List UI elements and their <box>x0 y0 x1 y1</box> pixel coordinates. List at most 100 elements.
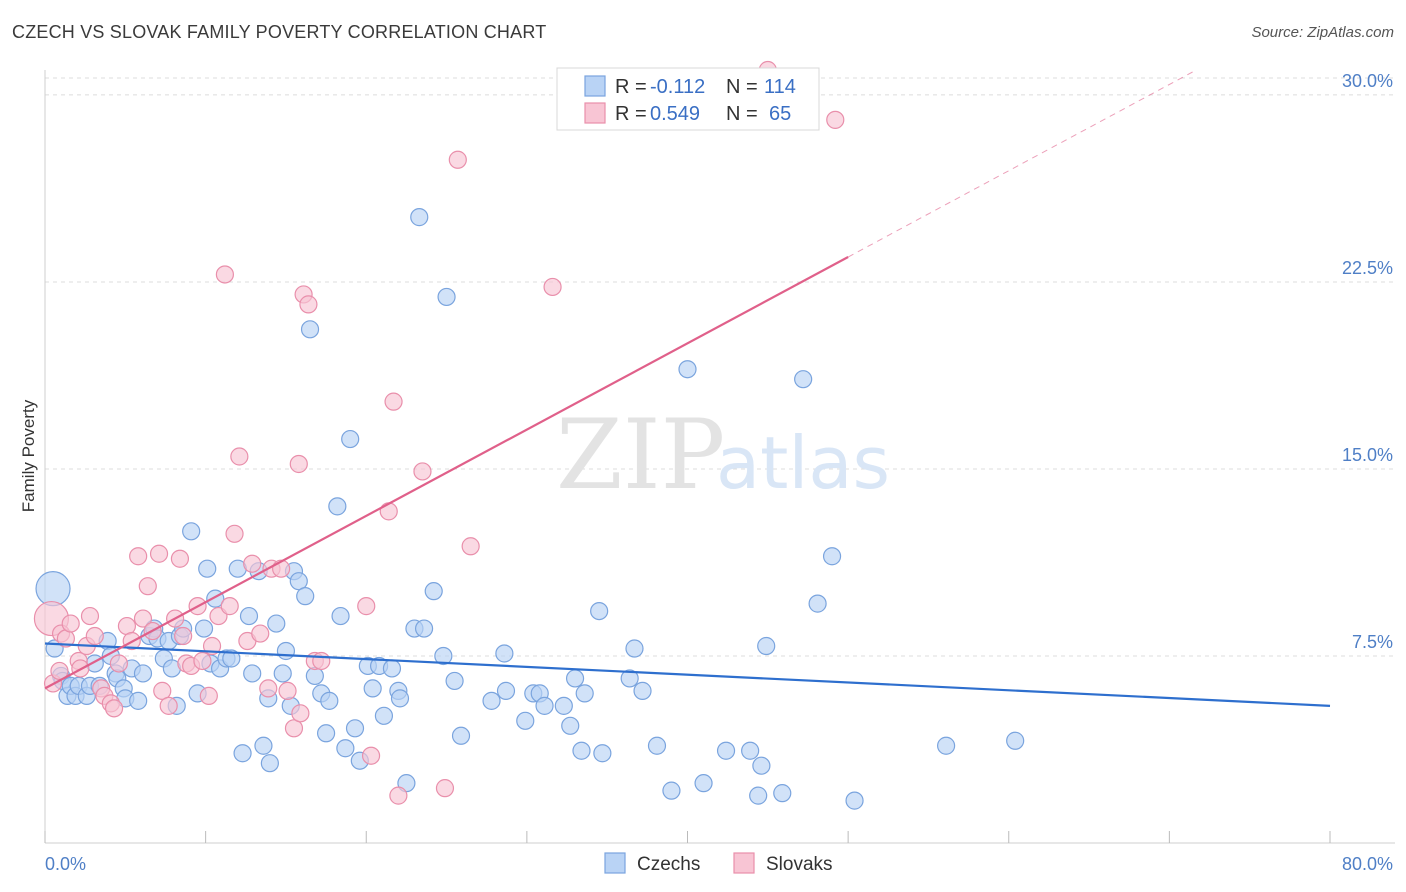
czech-point <box>254 736 273 755</box>
slovak-point <box>220 597 239 616</box>
slovak-point <box>138 577 157 596</box>
czech-point <box>35 571 71 607</box>
czech-point <box>794 370 813 389</box>
czech-point <box>554 696 573 715</box>
slovak-point <box>133 609 153 628</box>
czech-point <box>390 689 410 708</box>
czech-point <box>572 741 591 760</box>
slovak-trend-extension <box>847 69 1197 258</box>
slovak-point <box>826 110 845 129</box>
slovak-point <box>278 681 297 700</box>
source-label: Source: ZipAtlas.com <box>1251 24 1394 41</box>
slovak-point <box>174 626 193 646</box>
bottom-legend-slovak-label: Slovaks <box>766 854 833 875</box>
czech-point <box>808 594 827 613</box>
czech-point <box>937 736 956 755</box>
legend-top: R = -0.112 N = 114 R = 0.549 N = 65 <box>556 67 820 131</box>
slovak-point <box>202 636 222 656</box>
legend-bottom: Czechs Slovaks <box>604 852 833 875</box>
slovak-point <box>199 686 218 705</box>
czech-point <box>822 547 842 566</box>
czech-point <box>267 614 286 633</box>
slovak-point <box>291 704 310 723</box>
czech-point <box>845 791 864 810</box>
slovak-point <box>159 696 178 715</box>
bottom-legend-slovak-swatch <box>733 852 755 874</box>
y-tick-label: 7.5% <box>1352 632 1393 652</box>
bottom-legend-czech-label: Czechs <box>637 854 700 875</box>
legend-slovak-r-value: 0.549 <box>650 103 700 125</box>
watermark-atlas: atlas <box>716 421 890 505</box>
czech-point <box>300 320 320 339</box>
czech-point <box>194 619 214 638</box>
czech-point <box>273 664 292 683</box>
trend-lines <box>44 69 1331 707</box>
legend-czech-r-label: R = <box>615 76 647 98</box>
czech-point <box>741 741 760 760</box>
czech-point <box>410 208 429 227</box>
slovak-point <box>543 277 562 297</box>
slovak-point <box>251 624 270 643</box>
czech-point <box>625 639 644 658</box>
slovak-point <box>85 626 104 646</box>
czech-point <box>633 681 652 700</box>
slovak-point <box>153 681 172 700</box>
czech-point <box>437 287 456 307</box>
legend-czech-swatch <box>584 75 606 97</box>
czech-point <box>434 646 453 666</box>
slovak-point <box>243 554 262 573</box>
czech-point <box>320 691 339 710</box>
czech-point <box>363 679 382 698</box>
czech-point <box>1006 731 1025 750</box>
slovak-point <box>129 547 148 566</box>
czech-point <box>749 786 768 805</box>
czech-point <box>182 522 201 541</box>
czech-point <box>482 691 501 710</box>
czech-point <box>382 659 402 678</box>
slovak-point <box>384 392 403 411</box>
czech-point <box>260 754 279 773</box>
slovak-point <box>149 544 169 563</box>
czech-point <box>345 719 365 738</box>
czech-point <box>374 706 394 725</box>
czech-point <box>593 744 612 763</box>
slovak-point <box>461 537 480 556</box>
slovak-point <box>230 447 249 466</box>
czech-point <box>129 691 148 710</box>
czech-point <box>133 664 153 683</box>
slovak-point <box>284 719 304 738</box>
czech-trend-line <box>44 642 1331 707</box>
x-tick-label-max: 80.0% <box>1342 854 1393 874</box>
legend-czech-r-value: -0.112 <box>650 76 705 98</box>
czech-point <box>647 736 667 755</box>
czech-point <box>239 606 259 626</box>
slovak-point <box>193 651 212 671</box>
legend-slovak-r-label: R = <box>615 103 647 125</box>
watermark-zip: ZIP <box>556 399 725 511</box>
czech-point <box>198 559 217 578</box>
slovak-point <box>435 779 455 798</box>
slovak-point <box>259 679 278 698</box>
czech-point <box>414 619 434 638</box>
slovak-point <box>61 614 80 633</box>
czech-point <box>752 756 771 775</box>
legend-czech-n-label: N = <box>726 76 758 98</box>
czech-point <box>496 681 516 700</box>
czech-point <box>424 582 443 601</box>
czech-point <box>678 360 697 379</box>
slovak-point <box>312 651 331 671</box>
slovak-point <box>80 606 100 626</box>
bottom-legend-czech-swatch <box>604 852 626 874</box>
x-tick-label-min: 0.0% <box>45 854 86 874</box>
czech-point <box>535 696 554 715</box>
czech-point <box>451 726 471 745</box>
axes: 7.5% 15.0% 22.5% 30.0% 0.0% 80.0% <box>44 70 1395 874</box>
slovak-point <box>109 654 128 673</box>
czech-point <box>331 606 350 626</box>
czech-point <box>222 649 241 668</box>
y-axis-label: Family Poverty <box>19 399 38 512</box>
czech-point <box>561 716 580 735</box>
slovak-trend-line <box>44 256 849 690</box>
czech-point <box>694 774 713 793</box>
